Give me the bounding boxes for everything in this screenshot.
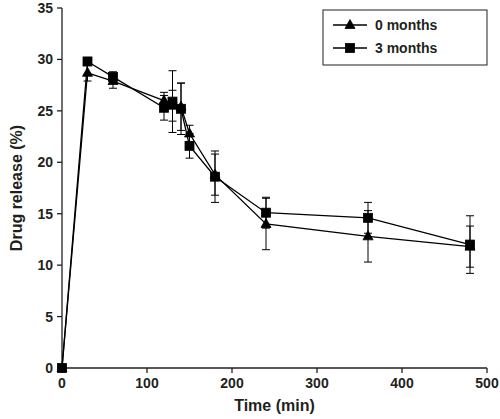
error-cap: [169, 70, 177, 71]
y-tick: [57, 213, 62, 214]
point-marker: [58, 364, 67, 373]
point-marker: [83, 57, 92, 66]
legend-marker: [345, 20, 355, 29]
error-cap: [84, 81, 92, 82]
y-tick-label: 0: [45, 360, 53, 376]
x-tick: [231, 368, 232, 373]
y-axis: [61, 8, 62, 368]
error-bar: [160, 95, 168, 120]
x-axis-label: Time (min): [234, 397, 315, 414]
error-cap: [262, 228, 270, 229]
legend-label: 3 months: [375, 40, 437, 56]
x-tick: [401, 368, 402, 373]
error-bar: [84, 57, 92, 65]
chart: 0 100 200 300 400 500 0 5 10 15 20 25 30 35 Time (min)…: [0, 0, 500, 419]
error-bar: [169, 71, 177, 133]
x-tick-label: 0: [58, 375, 66, 391]
error-cap: [466, 273, 474, 274]
error-cap: [262, 249, 270, 250]
x-axis: [62, 367, 487, 368]
error-cap: [160, 95, 168, 96]
x-tick: [486, 368, 487, 373]
legend: 0 months 3 months: [323, 10, 487, 65]
x-tick-label: 500: [475, 375, 499, 391]
y-tick: [57, 7, 62, 8]
y-tick-label: 35: [37, 0, 53, 16]
point-marker: [466, 240, 475, 249]
error-cap: [466, 215, 474, 216]
x-tick-label: 100: [135, 375, 159, 391]
legend-box: [323, 10, 487, 65]
error-cap: [364, 233, 372, 234]
point-marker: [262, 208, 271, 217]
y-tick-label: 15: [37, 206, 53, 222]
error-cap: [186, 158, 194, 159]
plot-data: [57, 57, 475, 373]
error-cap: [211, 150, 219, 151]
y-tick-label: 30: [37, 51, 53, 67]
error-bar: [466, 216, 474, 274]
point-marker: [364, 213, 373, 222]
error-cap: [364, 202, 372, 203]
error-cap: [177, 83, 185, 84]
error-bar: [186, 133, 194, 158]
error-cap: [177, 134, 185, 135]
x-tick: [316, 368, 317, 373]
point-marker: [168, 97, 177, 106]
x-tick: [146, 368, 147, 373]
y-tick-label: 20: [37, 154, 53, 170]
error-bar: [109, 72, 117, 82]
y-tick: [57, 316, 62, 317]
y-tick: [57, 59, 62, 60]
y-tick: [57, 264, 62, 265]
series-line: [62, 73, 470, 368]
error-bar: [211, 151, 219, 202]
x-tick-label: 400: [390, 375, 414, 391]
legend-label: 0 months: [375, 17, 437, 33]
x-tick-label: 200: [220, 375, 244, 391]
x-tick-label: 300: [305, 375, 329, 391]
error-cap: [211, 202, 219, 203]
error-cap: [364, 262, 372, 263]
error-bar: [364, 202, 372, 233]
y-tick-label: 10: [37, 257, 53, 273]
error-cap: [109, 88, 117, 89]
y-tick-label: 25: [37, 103, 53, 119]
point-marker: [57, 363, 67, 372]
legend-marker: [346, 44, 355, 53]
point-marker: [185, 141, 194, 150]
point-marker: [109, 72, 118, 81]
error-bar: [364, 211, 372, 262]
error-bar: [177, 83, 185, 134]
point-marker: [177, 104, 186, 113]
error-cap: [169, 132, 177, 133]
series-line: [62, 61, 470, 368]
error-cap: [262, 197, 270, 198]
point-marker: [211, 172, 220, 181]
y-tick: [57, 162, 62, 163]
error-cap: [160, 92, 168, 93]
y-axis-label: Drug release (%): [8, 125, 25, 251]
y-tick: [57, 110, 62, 111]
error-cap: [177, 83, 185, 84]
y-tick-label: 5: [45, 309, 53, 325]
point-marker: [160, 103, 169, 112]
error-cap: [160, 120, 168, 121]
error-bar: [262, 197, 270, 228]
